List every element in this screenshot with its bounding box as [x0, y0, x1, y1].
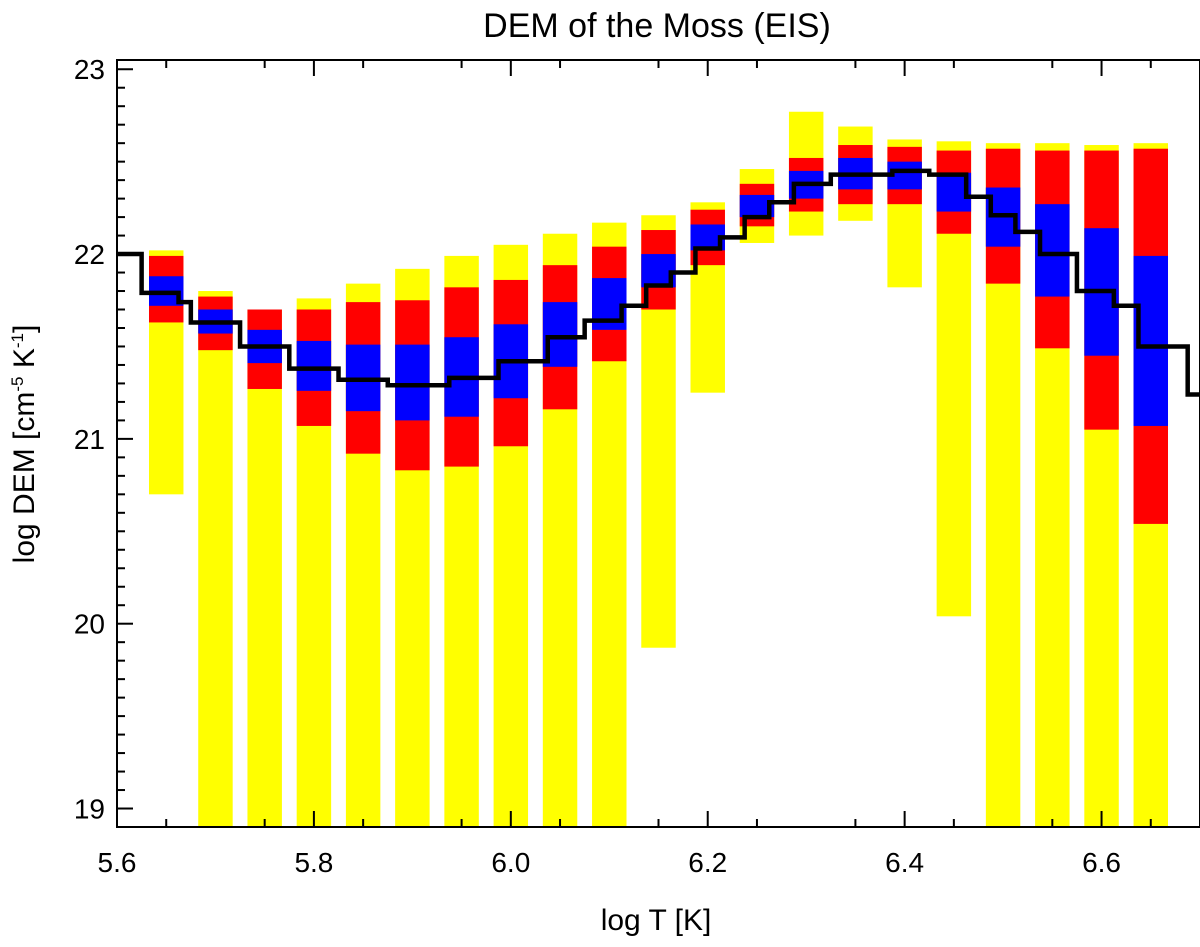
x-tick-label-0: 5.6: [98, 847, 137, 878]
y-axis-ticks: 19 20 21 22 23: [74, 54, 133, 825]
x-tick-label-4: 6.4: [885, 847, 924, 878]
y-tick-label-2: 21: [74, 424, 105, 455]
band-blue-3: [296, 340, 332, 391]
x-tick-label-3: 6.2: [688, 847, 727, 878]
chart-title: DEM of the Moss (EIS): [483, 7, 831, 45]
x-tick-label-2: 6.0: [491, 847, 530, 878]
x-axis-ticks: 5.6 5.8 6.0 6.2 6.4 6.6: [98, 60, 1152, 878]
x-tick-label-1: 5.8: [294, 847, 333, 878]
y-tick-label-3: 22: [74, 239, 105, 270]
x-axis-label: log T [K]: [601, 904, 712, 937]
y-axis-label-exp2: -1: [8, 333, 27, 348]
band-blue-12: [739, 194, 775, 218]
y-tick-label-0: 19: [74, 794, 105, 825]
band-yellow-1: [198, 291, 233, 827]
y-axis-label-close: ]: [8, 325, 41, 333]
dem-bands: [148, 111, 1169, 828]
y-axis-label: log DEM [cm-5 K-1]: [8, 325, 41, 564]
y-axis-label-main: log DEM [cm: [8, 392, 41, 564]
band-yellow-2: [247, 309, 282, 828]
y-axis-label-exp1: -5: [8, 377, 27, 392]
band-blue-5: [395, 344, 430, 421]
dem-step-line: [117, 168, 1200, 397]
y-axis-label-unit: K: [8, 348, 41, 376]
x-tick-label-5: 6.6: [1082, 847, 1121, 878]
y-tick-label-4: 23: [74, 54, 105, 85]
y-tick-label-1: 20: [74, 609, 105, 640]
